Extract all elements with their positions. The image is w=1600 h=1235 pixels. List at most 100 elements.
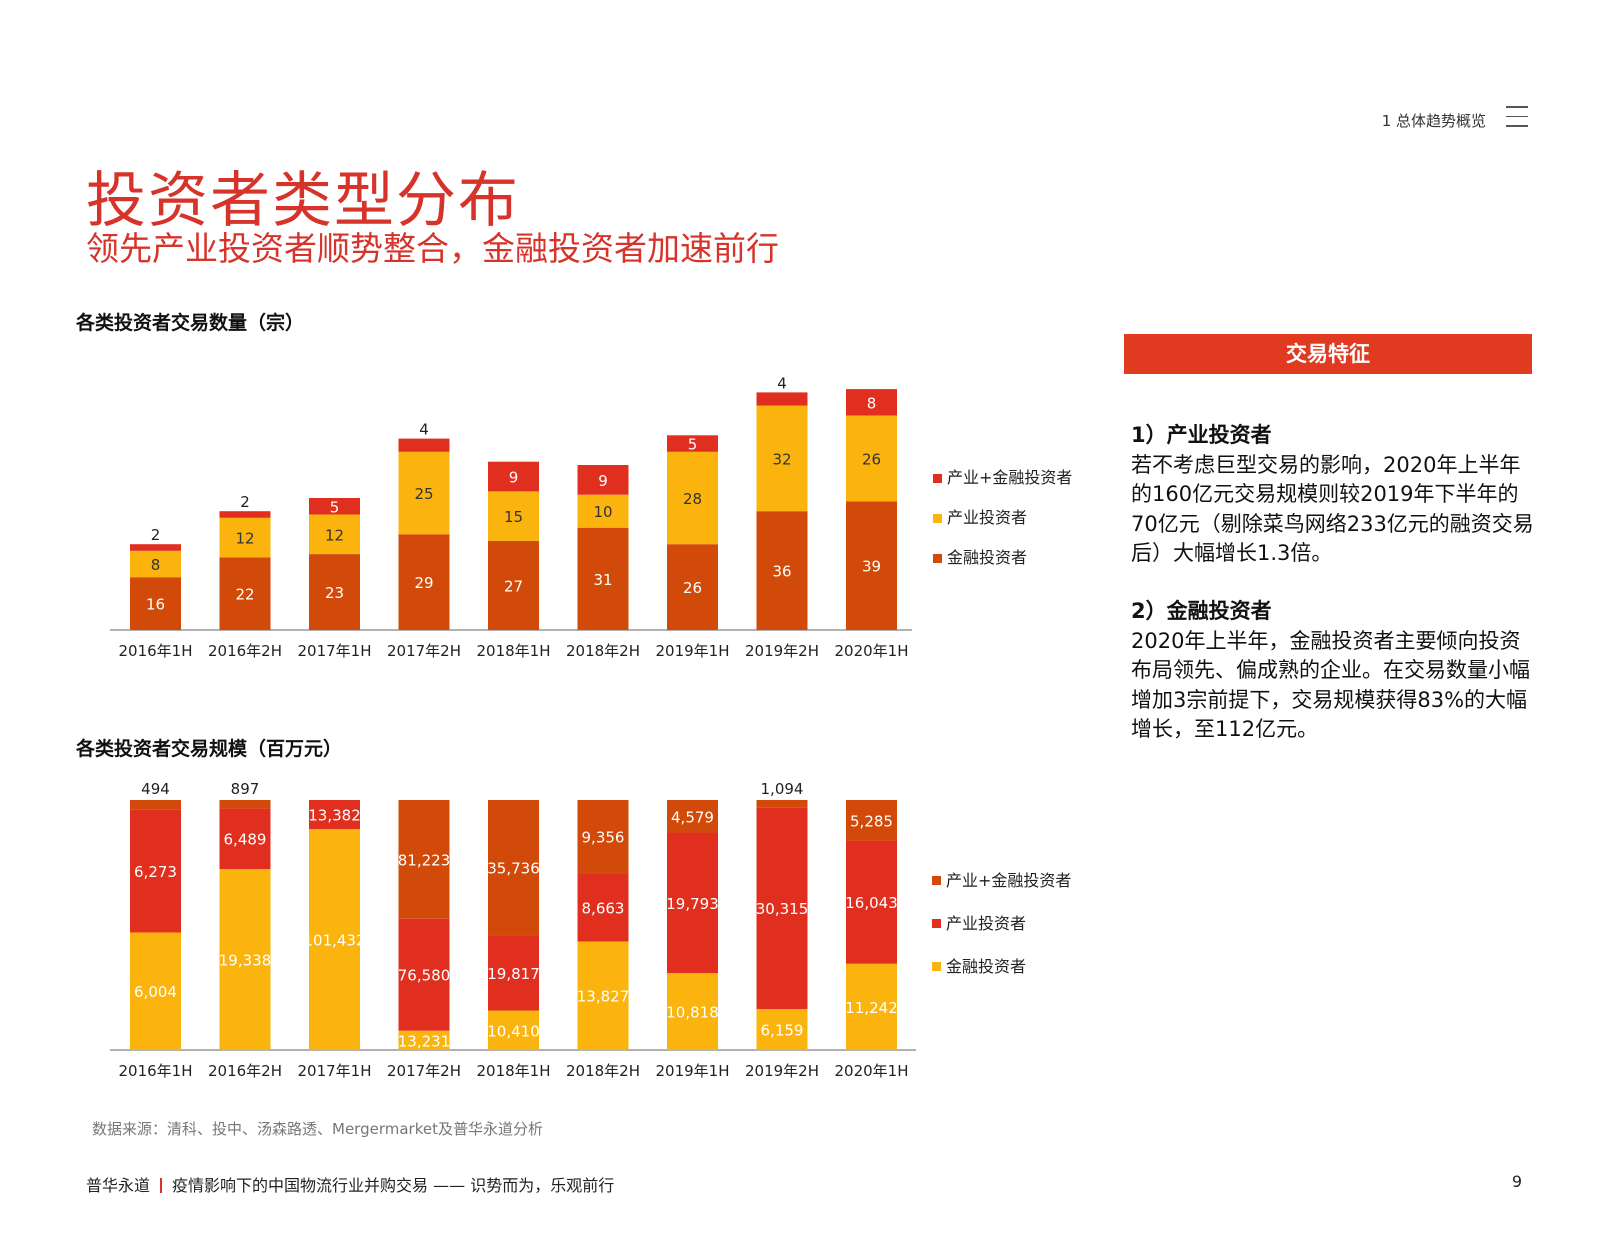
bar-segment [130, 550, 181, 578]
x-tick-label: 2016年2H [208, 642, 282, 660]
data-label: 30,315 [756, 900, 809, 918]
bar-segment [130, 809, 181, 933]
chart1-title: 各类投资者交易数量（宗） [76, 312, 305, 334]
data-label: 12 [325, 526, 344, 544]
x-tick-label: 2019年1H [656, 1062, 730, 1080]
data-label: 13,382 [308, 807, 361, 825]
x-tick-label: 2017年1H [298, 1062, 372, 1080]
bar-segment [398, 534, 450, 630]
x-tick-label: 2019年1H [656, 642, 730, 660]
bar-segment [846, 389, 897, 416]
data-label: 16,043 [845, 894, 898, 912]
data-label: 27 [504, 577, 523, 595]
legend-label: 产业+金融投资者 [947, 468, 1072, 487]
data-label: 9,356 [582, 829, 625, 847]
data-label: 897 [231, 780, 260, 798]
chart2-title: 各类投资者交易规模（百万元） [76, 738, 343, 760]
legend-swatch [933, 554, 942, 563]
data-label: 11,242 [845, 999, 898, 1017]
data-label: 22 [235, 586, 254, 604]
bar-segment [488, 461, 539, 492]
bar-segment [846, 840, 897, 964]
panel-body: 若不考虑巨型交易的影响，2020年上半年的160亿元交易规模则较2019年下半年… [1131, 452, 1534, 566]
bar-segment [577, 465, 629, 495]
data-label: 10,818 [666, 1004, 719, 1022]
x-tick-label: 2016年1H [119, 1062, 193, 1080]
legend-swatch [933, 474, 942, 483]
legend-swatch [932, 962, 941, 971]
data-label: 6,273 [134, 863, 177, 881]
data-label: 494 [141, 780, 170, 798]
bar-segment [488, 1010, 539, 1050]
data-label: 26 [683, 579, 702, 597]
x-tick-label: 2016年2H [208, 1062, 282, 1080]
bar-segment [309, 498, 360, 515]
bar-segment [130, 577, 181, 630]
bar-segment [756, 511, 808, 630]
bar-segment [667, 973, 718, 1050]
data-label: 23 [325, 584, 344, 602]
legend-swatch [932, 919, 941, 928]
bar-segment [577, 800, 629, 874]
bar-segment [577, 527, 629, 630]
bar-segment [219, 511, 271, 518]
panel-heading: 2）金融投资者 [1131, 599, 1272, 623]
data-label: 26 [862, 450, 881, 468]
bar-segment [130, 544, 181, 551]
bar-segment [130, 800, 181, 810]
bar-segment [846, 800, 897, 841]
data-label: 6,004 [134, 983, 177, 1001]
legend-label: 金融投资者 [947, 548, 1027, 567]
bar-segment [756, 392, 808, 406]
bar-segment [309, 514, 360, 555]
data-label: 19,338 [219, 952, 272, 970]
bar-segment [846, 415, 897, 502]
bar-segment [219, 800, 271, 809]
data-label: 1,094 [761, 780, 804, 798]
bar-segment [846, 501, 897, 630]
deal-value-chart: 6,004 6,273 494 2016年1H 19,338 6,489 897 2016年2… [110, 780, 1071, 1080]
legend-label: 金融投资者 [946, 957, 1026, 976]
source-note: 数据来源：清科、投中、汤森路透、Mergermarket及普华永道分析 [92, 1120, 543, 1138]
x-tick-label: 2017年2H [387, 1062, 461, 1080]
data-label: 39 [862, 558, 881, 576]
data-label: 19,817 [487, 965, 540, 983]
bar-segment [398, 451, 450, 535]
x-tick-label: 2018年2H [566, 642, 640, 660]
data-label: 13,231 [398, 1032, 451, 1050]
bar-segment [756, 800, 808, 808]
data-label: 76,580 [398, 967, 451, 985]
section-label: 1 总体趋势概览 [1381, 112, 1486, 130]
data-label: 4,579 [671, 808, 714, 826]
bar-segment [219, 557, 271, 630]
data-label: 9 [509, 469, 519, 487]
data-label: 8 [867, 394, 877, 412]
data-label: 10,410 [487, 1022, 540, 1040]
page-title: 投资者类型分布 [86, 166, 520, 236]
bar-segment [667, 435, 718, 452]
bar-segment [488, 491, 539, 541]
page-subtitle: 领先产业投资者顺势整合，金融投资者加速前行 [86, 229, 779, 268]
menu-icon[interactable] [1506, 106, 1528, 132]
bar-segment [667, 800, 718, 833]
bar-segment [756, 405, 808, 512]
x-tick-label: 2019年2H [745, 642, 819, 660]
bar-segment [309, 829, 360, 1050]
x-tick-label: 2018年1H [477, 642, 551, 660]
bar-segment [398, 918, 450, 1031]
bar-segment [577, 873, 629, 942]
bar-segment [577, 941, 629, 1050]
data-label: 4 [419, 421, 429, 439]
bar-segment [309, 554, 360, 630]
footer-report-title: 疫情影响下的中国物流行业并购交易 —— 识势而为，乐观前行 [172, 1176, 615, 1195]
legend-label: 产业投资者 [946, 914, 1026, 933]
footer: 普华永道 疫情影响下的中国物流行业并购交易 —— 识势而为，乐观前行 [86, 1172, 614, 1196]
data-label: 35,736 [487, 860, 540, 878]
bar-segment [219, 808, 271, 870]
bar-segment [398, 800, 450, 919]
bar-segment [488, 935, 539, 1011]
panel-block-financial: 2）金融投资者 2020年上半年，金融投资者主要倾向投资布局领先、偏成熟的企业。… [1131, 597, 1536, 745]
legend-label: 产业投资者 [947, 508, 1027, 527]
bar-segment [398, 438, 450, 452]
data-label: 4 [777, 374, 787, 392]
